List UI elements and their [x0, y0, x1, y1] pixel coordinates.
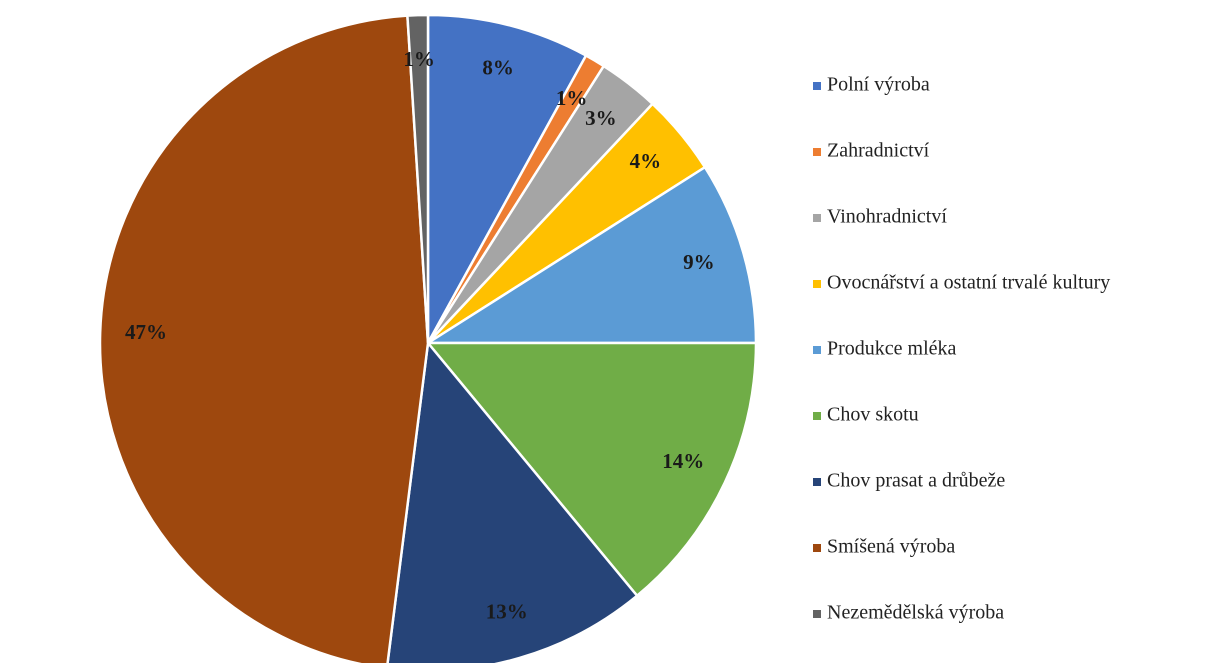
legend-label: Produkce mléka	[827, 338, 957, 360]
pie-slice	[425, 341, 758, 598]
pie-slice	[406, 13, 430, 344]
legend-swatch	[813, 280, 821, 288]
legend-label: Smíšená výroba	[827, 536, 955, 558]
legend-label: Ovocnářství a ostatní trvalé kultury	[827, 272, 1110, 294]
data-label: 47%	[125, 320, 167, 344]
pie-slice	[98, 14, 430, 663]
legend-swatch	[813, 346, 821, 354]
pie-slice	[423, 165, 758, 345]
legend-label: Polní výroba	[827, 74, 930, 96]
data-label: 1%	[403, 47, 435, 71]
data-label: 13%	[486, 600, 528, 624]
data-label: 14%	[662, 449, 704, 473]
legend-swatch	[813, 214, 821, 222]
legend-label: Nezemědělská výroba	[827, 602, 1004, 624]
pie-slice	[386, 339, 639, 663]
data-label: 3%	[585, 106, 617, 130]
data-label: 8%	[482, 56, 514, 80]
legend-label: Chov skotu	[827, 404, 919, 426]
legend-swatch	[813, 148, 821, 156]
pie-slice	[426, 13, 588, 344]
legend-swatch	[813, 412, 821, 420]
legend-swatch	[813, 544, 821, 552]
legend-swatch	[813, 478, 821, 486]
data-label: 1%	[556, 86, 588, 110]
legend-label: Zahradnictví	[827, 140, 930, 162]
data-label: 4%	[630, 149, 662, 173]
legend-swatch	[813, 610, 821, 618]
legend-label: Chov prasat a drůbeže	[827, 470, 1005, 492]
legend-swatch	[813, 82, 821, 90]
legend-label: Vinohradnictví	[827, 206, 947, 228]
data-label: 9%	[683, 250, 715, 274]
